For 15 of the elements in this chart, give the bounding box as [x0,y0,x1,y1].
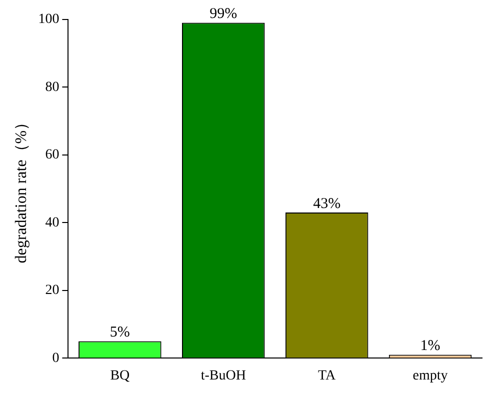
y-tick-label: 100 [38,12,60,28]
data-label: 1% [420,338,440,354]
data-label: 5% [110,324,130,341]
data-label: 43% [313,196,341,212]
x-tick-label: empty [412,368,448,384]
data-label: 99% [210,6,238,22]
x-tick-label: TA [318,368,336,384]
y-tick-label: 20 [45,283,60,298]
y-tick-label: 80 [45,80,60,95]
y-axis-title: degradation rate（%） [12,114,30,264]
x-tick-label: BQ [110,368,130,384]
x-tick-label: t-BuOH [200,368,246,384]
y-tick-label: 40 [45,215,60,230]
y-tick-label: 0 [52,350,60,366]
y-tick-label: 60 [45,148,60,163]
